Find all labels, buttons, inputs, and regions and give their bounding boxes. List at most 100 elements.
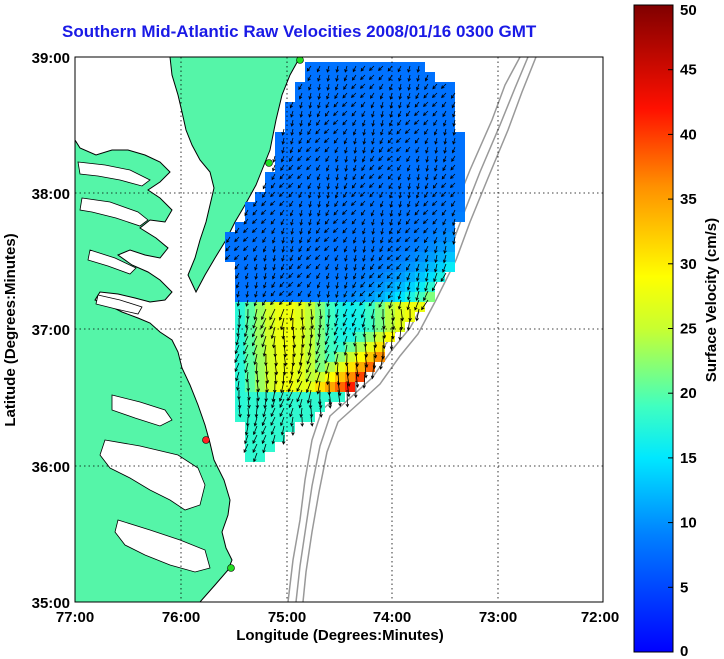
- velocity-arrow: [254, 362, 259, 375]
- velocity-cell: [275, 142, 285, 152]
- velocity-arrow: [272, 272, 276, 280]
- velocity-arrow: [305, 371, 312, 383]
- velocity-cell: [295, 122, 305, 132]
- velocity-cell: [445, 232, 455, 242]
- velocity-arrow: [298, 353, 303, 366]
- velocity-arrow: [351, 83, 357, 90]
- velocity-cell: [435, 232, 445, 242]
- velocity-arrow: [289, 254, 294, 262]
- velocity-arrow: [289, 101, 294, 109]
- velocity-cell: [365, 252, 375, 262]
- velocity-cell: [285, 282, 295, 292]
- velocity-arrow: [333, 326, 339, 336]
- velocity-cell: [305, 162, 315, 172]
- velocity-cell: [335, 272, 345, 282]
- velocity-arrow: [337, 389, 342, 407]
- velocity-arrow: [370, 101, 375, 109]
- velocity-cell: [415, 242, 425, 252]
- velocity-arrow: [300, 416, 304, 427]
- velocity-arrow: [398, 101, 402, 109]
- velocity-cell: [375, 162, 385, 172]
- velocity-cell: [405, 102, 415, 112]
- velocity-cell: [325, 272, 335, 282]
- velocity-arrow: [243, 218, 249, 225]
- velocity-arrow: [334, 353, 339, 366]
- velocity-cell: [265, 282, 275, 292]
- velocity-arrow: [442, 218, 447, 226]
- velocity-arrow: [407, 83, 411, 91]
- velocity-cell: [345, 232, 355, 242]
- velocity-cell: [375, 312, 385, 322]
- velocity-cell: [425, 82, 435, 92]
- velocity-arrow: [243, 245, 249, 252]
- velocity-arrow: [270, 425, 276, 436]
- velocity-cell: [355, 372, 365, 382]
- velocity-cell: [335, 92, 345, 102]
- velocity-arrow: [424, 83, 429, 91]
- velocity-cell: [335, 242, 345, 252]
- velocity-arrow: [236, 299, 241, 307]
- velocity-arrow: [307, 236, 312, 244]
- velocity-arrow: [289, 146, 294, 154]
- velocity-arrow: [371, 128, 376, 136]
- velocity-arrow: [398, 200, 403, 208]
- velocity-cell: [355, 212, 365, 222]
- velocity-cell: [405, 252, 415, 262]
- velocity-arrow: [433, 128, 438, 136]
- velocity-arrow: [362, 155, 366, 163]
- velocity-cell: [255, 442, 265, 452]
- velocity-cell: [295, 312, 305, 322]
- velocity-cell: [435, 132, 445, 142]
- velocity-arrow: [251, 227, 258, 233]
- velocity-cell: [355, 282, 365, 292]
- velocity-arrow: [451, 200, 456, 207]
- velocity-cell: [315, 172, 325, 182]
- velocity-arrow: [333, 209, 339, 216]
- velocity-arrow: [270, 299, 276, 306]
- velocity-arrow: [317, 209, 321, 217]
- velocity-arrow: [297, 155, 303, 162]
- velocity-arrow: [326, 290, 331, 299]
- velocity-cell: [385, 142, 395, 152]
- velocity-cell: [335, 102, 345, 112]
- velocity-arrow: [245, 281, 249, 289]
- velocity-cell: [315, 62, 325, 72]
- velocity-arrow: [323, 128, 330, 135]
- velocity-arrow: [360, 65, 366, 72]
- velocity-cell: [395, 222, 405, 232]
- velocity-arrow: [451, 146, 456, 154]
- velocity-arrow: [315, 236, 321, 243]
- velocity-arrow: [333, 218, 339, 224]
- velocity-cell: [345, 192, 355, 202]
- velocity-arrow: [316, 272, 321, 280]
- velocity-cell: [315, 152, 325, 162]
- velocity-arrow: [288, 371, 294, 385]
- velocity-arrow: [360, 92, 366, 99]
- velocity-cell: [255, 282, 265, 292]
- velocity-arrow: [325, 209, 330, 217]
- velocity-arrow: [280, 218, 285, 226]
- velocity-arrow: [342, 92, 348, 99]
- velocity-arrow: [244, 263, 249, 271]
- velocity-cell: [295, 152, 305, 162]
- velocity-arrow: [368, 74, 375, 80]
- velocity-arrow: [414, 218, 420, 225]
- velocity-arrow: [355, 362, 360, 378]
- velocity-cell: [345, 342, 355, 352]
- velocity-cell: [395, 212, 405, 222]
- velocity-cell: [425, 102, 435, 112]
- velocity-cell: [405, 222, 415, 232]
- velocity-cell: [355, 322, 365, 332]
- velocity-cell: [255, 312, 265, 322]
- velocity-cell: [245, 232, 255, 242]
- velocity-cell: [365, 92, 375, 102]
- velocity-cell: [365, 142, 375, 152]
- velocity-arrow: [253, 353, 258, 366]
- velocity-cell: [285, 162, 295, 172]
- velocity-cell: [425, 172, 435, 182]
- colorbar-gradient: [633, 4, 674, 653]
- velocity-arrow: [253, 452, 258, 463]
- velocity-cell: [405, 122, 415, 132]
- velocity-arrow: [407, 200, 411, 208]
- velocity-cell: [415, 82, 425, 92]
